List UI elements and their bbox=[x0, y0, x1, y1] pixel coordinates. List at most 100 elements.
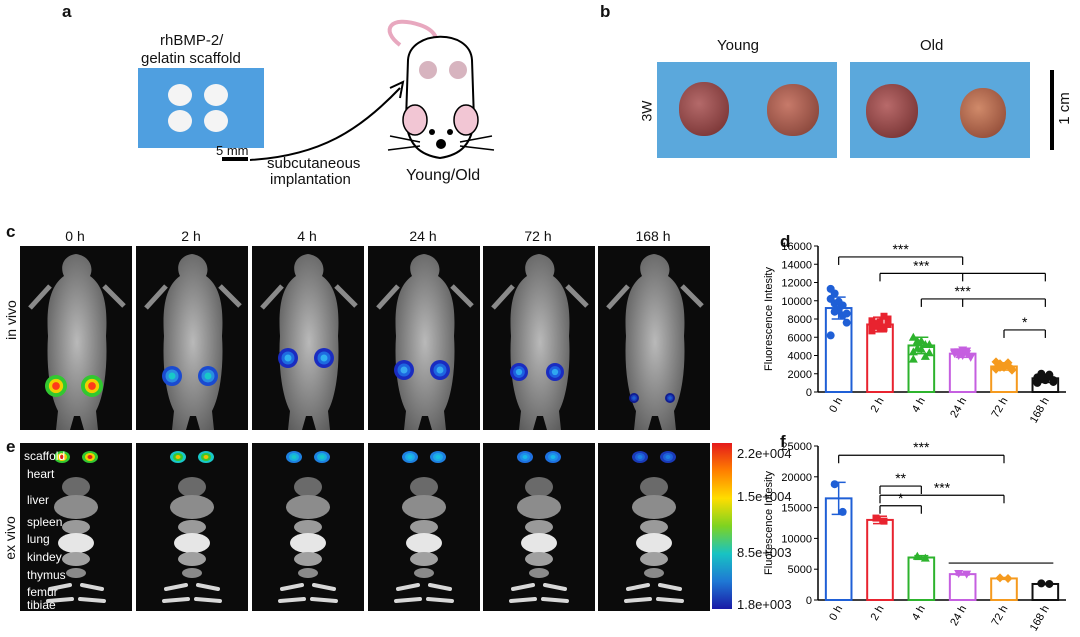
x-tick-label: 0 h bbox=[827, 604, 845, 623]
y-tick-label: 25000 bbox=[781, 441, 812, 453]
data-point bbox=[920, 553, 930, 562]
timepoint-label: 24 h bbox=[409, 228, 437, 244]
y-axis-label: Fluorescence Intesity bbox=[763, 471, 775, 575]
significance-label: *** bbox=[913, 257, 930, 273]
data-point bbox=[842, 309, 851, 318]
colorbar-tick: 2.2e+004 bbox=[737, 446, 792, 461]
organ-label: heart bbox=[27, 467, 55, 481]
y-tick-label: 5000 bbox=[788, 564, 812, 576]
label-young: Young bbox=[717, 37, 759, 54]
significance-label: *** bbox=[934, 479, 951, 495]
data-point bbox=[826, 284, 835, 293]
panel-letter-d: d bbox=[780, 232, 791, 251]
ex-vivo-image bbox=[136, 443, 248, 611]
y-tick-label: 10000 bbox=[781, 296, 812, 308]
x-tick-label: 0 h bbox=[827, 396, 845, 415]
significance-label: *** bbox=[892, 241, 909, 257]
bar bbox=[990, 577, 1018, 602]
data-point bbox=[830, 480, 839, 489]
scale-1cm-text: 1 cm bbox=[1055, 92, 1073, 125]
data-point bbox=[1049, 376, 1058, 385]
colorbar-tick: 8.5e+003 bbox=[737, 545, 792, 560]
data-point bbox=[962, 570, 972, 579]
panel-letter-b: b bbox=[600, 2, 611, 21]
significance-label: ** bbox=[895, 470, 906, 486]
data-point bbox=[954, 570, 964, 579]
scale-bar bbox=[222, 157, 248, 161]
label-3w: 3W bbox=[638, 100, 655, 122]
panel-letter-a: a bbox=[62, 2, 72, 21]
y-tick-label: 16000 bbox=[781, 241, 812, 253]
data-point bbox=[912, 343, 922, 352]
in-vivo-image bbox=[368, 246, 480, 430]
data-point bbox=[880, 324, 888, 332]
y-tick-label: 14000 bbox=[781, 259, 812, 271]
in-vivo-image bbox=[136, 246, 248, 430]
x-tick-label: 72 h bbox=[989, 604, 1010, 629]
mouse-label: Young/Old bbox=[406, 167, 481, 184]
colorbar-tick: 1.5e+004 bbox=[737, 489, 792, 504]
timepoint-label: 4 h bbox=[297, 228, 317, 244]
data-point bbox=[1007, 364, 1017, 374]
panel-letter-f: f bbox=[780, 432, 786, 451]
significance-label: * bbox=[898, 490, 904, 506]
organ-label: thymus bbox=[27, 568, 66, 582]
data-point bbox=[868, 317, 876, 325]
y-tick-label: 12000 bbox=[781, 278, 812, 290]
data-point bbox=[884, 320, 892, 328]
ex-vivo-image bbox=[483, 443, 595, 611]
data-point bbox=[924, 348, 934, 357]
bar bbox=[948, 573, 977, 602]
colorbar bbox=[712, 443, 732, 609]
data-point bbox=[1037, 579, 1046, 588]
data-point bbox=[908, 354, 918, 363]
label-old: Old bbox=[920, 37, 944, 54]
y-tick-label: 0 bbox=[806, 387, 812, 399]
data-point bbox=[880, 312, 888, 320]
in-vivo-image bbox=[20, 246, 132, 430]
scaffold-label-line1: rhBMP-2/ bbox=[160, 32, 224, 49]
row-label-in-vivo: in vivo bbox=[2, 300, 19, 340]
data-point bbox=[1003, 573, 1013, 583]
data-point bbox=[995, 573, 1005, 583]
chart-d: 0 2000 4000 6000 8000 10000 12000 14000 16000 Flu… bbox=[763, 241, 1066, 426]
scale-bar-1cm bbox=[1050, 70, 1054, 150]
organ-label: liver bbox=[27, 493, 50, 507]
data-point bbox=[826, 331, 835, 340]
organ-label: lung bbox=[27, 532, 50, 546]
y-tick-label: 8000 bbox=[788, 314, 812, 326]
data-point bbox=[876, 325, 884, 333]
x-tick-label: 4 h bbox=[910, 604, 928, 623]
significance-label: *** bbox=[913, 439, 930, 455]
colorbar-tick: 1.8e+003 bbox=[737, 597, 792, 612]
arrow-label-line2: implantation bbox=[270, 171, 351, 188]
significance-label: * bbox=[1022, 314, 1028, 330]
ex-vivo-image bbox=[368, 443, 480, 611]
y-tick-label: 20000 bbox=[781, 472, 812, 484]
organ-label: spleen bbox=[27, 515, 63, 529]
x-tick-label: 168 h bbox=[1028, 396, 1052, 426]
photo-young bbox=[657, 62, 837, 158]
data-point bbox=[868, 327, 876, 335]
timepoint-label: 2 h bbox=[181, 228, 201, 244]
data-point bbox=[991, 363, 1001, 373]
data-point bbox=[1045, 370, 1054, 379]
data-point bbox=[876, 318, 884, 326]
data-point bbox=[1037, 371, 1046, 380]
photo-old bbox=[850, 62, 1030, 158]
data-point bbox=[838, 507, 847, 516]
scale-bar-text: 5 mm bbox=[216, 143, 249, 158]
bar bbox=[866, 323, 894, 393]
data-point bbox=[920, 340, 930, 349]
mouse-icon bbox=[387, 19, 495, 160]
scaffold-photo bbox=[138, 68, 264, 148]
data-point bbox=[868, 323, 876, 331]
y-tick-label: 4000 bbox=[788, 351, 812, 363]
organ-label: femur bbox=[27, 585, 58, 599]
data-point bbox=[872, 321, 880, 329]
ex-vivo-image bbox=[598, 443, 710, 611]
data-point bbox=[880, 517, 888, 525]
data-point bbox=[912, 551, 922, 560]
in-vivo-image bbox=[252, 246, 364, 430]
arrow-label-line1: subcutaneous bbox=[267, 155, 361, 172]
